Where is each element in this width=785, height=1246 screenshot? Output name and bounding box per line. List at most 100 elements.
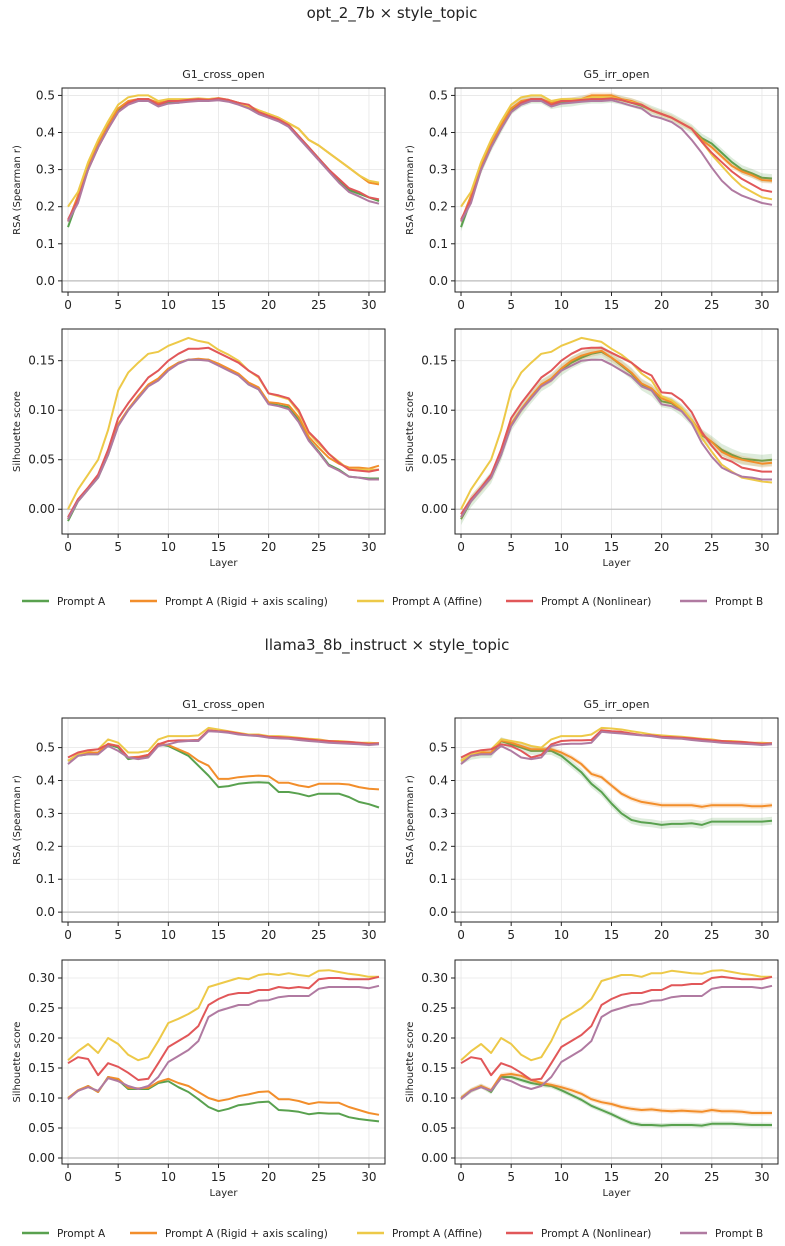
x-tick-label: 15	[604, 1170, 619, 1184]
series-line	[460, 730, 773, 765]
y-tick-label: 0.00	[421, 502, 448, 516]
legend-item: Prompt A (Rigid + axis scaling)	[130, 1228, 328, 1240]
y-tick-label: 0.05	[28, 1121, 55, 1135]
y-tick-label: 0.2	[36, 839, 55, 853]
figure-title-opt: opt_2_7b × style_topic	[307, 4, 478, 23]
legend-item: Prompt A (Affine)	[357, 1228, 482, 1240]
plot-frame	[61, 328, 386, 535]
y-tick-label: 0.10	[28, 1091, 55, 1105]
plot-frame	[454, 959, 779, 1165]
x-tick-label: 20	[654, 1170, 669, 1184]
y-tick-label: 0.0	[36, 274, 55, 288]
legend-item: Prompt A	[22, 1228, 106, 1240]
y-axis-label: Silhouette score	[12, 1022, 23, 1103]
y-tick-label: 0.25	[28, 1001, 55, 1015]
x-tick-label: 20	[261, 540, 276, 554]
chart-panel: 0 5 10 15 20 25 30 0.0 0.1 0.2 0.3 0.4 0.5 G5_irr_ope…	[405, 698, 779, 942]
legend-item: Prompt B	[680, 1228, 763, 1240]
x-tick-label: 30	[754, 298, 769, 312]
chart-panel: 0 5 10 15 20 25 30 0.00 0.05 0.10 0.15 0.20 0.25 0.30…	[12, 959, 386, 1199]
x-tick-label: 5	[114, 298, 122, 312]
series-line	[460, 739, 773, 808]
x-axis-label: Layer	[603, 558, 632, 569]
x-tick-label: 5	[114, 928, 122, 942]
x-tick-label: 30	[754, 1170, 769, 1184]
series-line	[67, 975, 380, 1081]
y-axis-label: RSA (Spearman r)	[12, 145, 23, 235]
x-tick-label: 30	[754, 540, 769, 554]
x-tick-label: 15	[604, 928, 619, 942]
series-line	[460, 740, 773, 826]
y-tick-label: 0.00	[421, 1151, 448, 1165]
series-line	[460, 94, 773, 208]
series-line	[460, 1073, 772, 1114]
x-axis-label: Layer	[210, 1188, 239, 1199]
series-line	[67, 984, 380, 1100]
chart-panel: 0 5 10 15 20 25 30 0.0 0.1 0.2 0.3 0.4 0.5 G1_cross_o…	[12, 68, 386, 312]
x-axis-label: Layer	[603, 1188, 632, 1199]
chart-panel: 0 5 10 15 20 25 30 0.00 0.05 0.10 0.15 Silhouette s…	[12, 328, 386, 569]
series-line	[460, 358, 772, 518]
x-tick-label: 0	[457, 298, 465, 312]
series-line	[67, 730, 380, 765]
plot-frame	[454, 717, 779, 923]
x-tick-label: 10	[161, 540, 176, 554]
legend-label: Prompt A	[57, 1228, 106, 1240]
x-tick-label: 0	[64, 298, 72, 312]
series-line	[460, 1076, 772, 1127]
legend-top: Prompt A Prompt A (Rigid + axis scaling) P…	[22, 596, 763, 608]
x-tick-label: 25	[704, 1170, 719, 1184]
y-axis-label: RSA (Spearman r)	[12, 775, 23, 865]
x-tick-label: 30	[754, 928, 769, 942]
y-axis-label: Silhouette score	[12, 391, 23, 472]
panel-title: G5_irr_open	[584, 698, 650, 711]
legend-item: Prompt A	[22, 596, 106, 608]
y-tick-label: 0.15	[421, 354, 448, 368]
x-tick-label: 20	[261, 298, 276, 312]
series-line	[67, 742, 380, 791]
chart-panel: 0 5 10 15 20 25 30 0.00 0.05 0.10 0.15 Silhouette s…	[405, 328, 779, 569]
x-tick-label: 25	[311, 298, 326, 312]
x-tick-label: 5	[507, 298, 515, 312]
x-tick-label: 30	[361, 298, 376, 312]
y-tick-label: 0.3	[429, 806, 448, 820]
y-tick-label: 0.10	[28, 403, 55, 417]
legend-label: Prompt A (Nonlinear)	[541, 1228, 651, 1240]
series-line	[460, 969, 772, 1062]
x-tick-label: 20	[261, 1170, 276, 1184]
y-tick-label: 0.1	[36, 237, 55, 251]
series-line	[67, 969, 379, 1062]
legend-label: Prompt A (Rigid + axis scaling)	[165, 596, 328, 608]
series-band	[461, 1074, 772, 1128]
x-tick-label: 0	[457, 928, 465, 942]
y-tick-label: 0.15	[28, 354, 55, 368]
y-tick-label: 0.2	[36, 200, 55, 214]
y-tick-label: 0.1	[429, 237, 448, 251]
x-tick-label: 25	[311, 928, 326, 942]
series-line	[460, 729, 773, 759]
x-tick-label: 0	[64, 928, 72, 942]
y-axis-label: Silhouette score	[405, 1022, 416, 1103]
legend-label: Prompt B	[715, 596, 763, 608]
y-tick-label: 0.4	[429, 126, 448, 140]
y-tick-label: 0.20	[28, 1031, 55, 1045]
y-tick-label: 0.4	[36, 774, 55, 788]
y-tick-label: 0.1	[36, 872, 55, 886]
y-tick-label: 0.5	[429, 741, 448, 755]
series-line	[460, 336, 773, 510]
y-tick-label: 0.05	[421, 453, 448, 467]
x-tick-label: 15	[211, 540, 226, 554]
y-tick-label: 0.3	[36, 163, 55, 177]
y-tick-label: 0.4	[429, 774, 448, 788]
x-tick-label: 0	[457, 1170, 465, 1184]
x-tick-label: 15	[211, 1170, 226, 1184]
plot-frame	[454, 328, 779, 535]
x-tick-label: 0	[64, 1170, 72, 1184]
y-tick-label: 0.0	[429, 274, 448, 288]
series-line	[67, 358, 379, 520]
x-tick-label: 25	[704, 540, 719, 554]
legend-item: Prompt A (Affine)	[357, 596, 482, 608]
x-tick-label: 25	[704, 298, 719, 312]
legend-label: Prompt A (Affine)	[392, 1228, 482, 1240]
y-tick-label: 0.15	[28, 1061, 55, 1075]
